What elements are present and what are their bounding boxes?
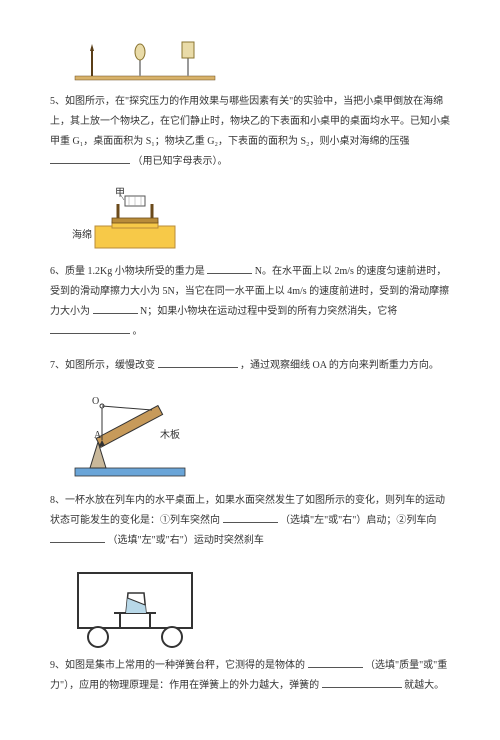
svg-text:A: A: [94, 430, 102, 441]
q7-figure-svg: O A 木板: [70, 390, 200, 485]
question-5: 5、如图所示，在"探究压力的作用效果与哪些因素有关"的实验中，当把小桌甲倒放在海…: [50, 92, 450, 172]
q8-figure-svg: [70, 565, 200, 650]
q9-text-pre: 9、如图是集市上常用的一种弹簧台秤，它测得的是物体的: [50, 660, 305, 671]
question-8: 8、一杯水放在列车内的水平桌面上，如果水面突然发生了如图所示的变化，则列车的运动…: [50, 491, 450, 551]
q9-blank-2[interactable]: [322, 677, 402, 688]
q6-blank-2[interactable]: [93, 303, 138, 314]
q6-blank-1[interactable]: [207, 263, 252, 274]
q8-figure: [70, 565, 450, 650]
pins-figure-svg: [70, 36, 220, 86]
q7-blank[interactable]: [158, 357, 238, 368]
q7-text-post: ，通过观察细线 OA 的方向来判断重力方向。: [240, 360, 439, 371]
q5-figure: 甲 海绵: [70, 186, 450, 256]
q6-text-3: N；如果小物块在运动过程中受到的所有力突然消失，它将: [140, 306, 397, 317]
svg-text:O: O: [92, 396, 99, 407]
q6-text-4: 。: [133, 326, 143, 337]
q6-text-1: 6、质量 1.2Kg 小物块所受的重力是: [50, 266, 205, 277]
q5-figure-svg: 甲 海绵: [70, 186, 190, 256]
q5-text-post: （用已知字母表示）。: [133, 156, 228, 167]
q9-blank-1[interactable]: [308, 657, 363, 668]
q7-board-label: 木板: [160, 428, 180, 441]
q8-blank-2[interactable]: [50, 532, 105, 543]
q5-text-pre: 5、如图所示，在"探究压力的作用效果与哪些因素有关"的实验中，当把小桌甲倒放在海…: [50, 96, 450, 147]
q8-text-post: （选填"左"或"右"）运动时突然刹车: [108, 535, 264, 546]
q7-text-pre: 7、如图所示，缓慢改变: [50, 360, 155, 371]
q8-text-mid: （选填"左"或"右"）启动；②列车向: [280, 515, 436, 526]
q5-label-sponge: 海绵: [72, 228, 92, 241]
q5-label-jia: 甲: [115, 188, 125, 199]
q9-text-post: 就越大。: [404, 680, 444, 691]
question-7: 7、如图所示，缓慢改变 ，通过观察细线 OA 的方向来判断重力方向。: [50, 356, 450, 376]
q6-blank-3[interactable]: [50, 323, 130, 334]
question-9: 9、如图是集市上常用的一种弹簧台秤，它测得的是物体的 （选填"质量"或"重力"）…: [50, 656, 450, 696]
q5-blank[interactable]: [50, 153, 130, 164]
q7-figure: O A 木板: [70, 390, 450, 485]
q-top-figure: [70, 36, 450, 86]
q8-blank-1[interactable]: [223, 512, 278, 523]
question-6: 6、质量 1.2Kg 小物块所受的重力是 N。在水平面上以 2m/s 的速度匀速…: [50, 262, 450, 342]
